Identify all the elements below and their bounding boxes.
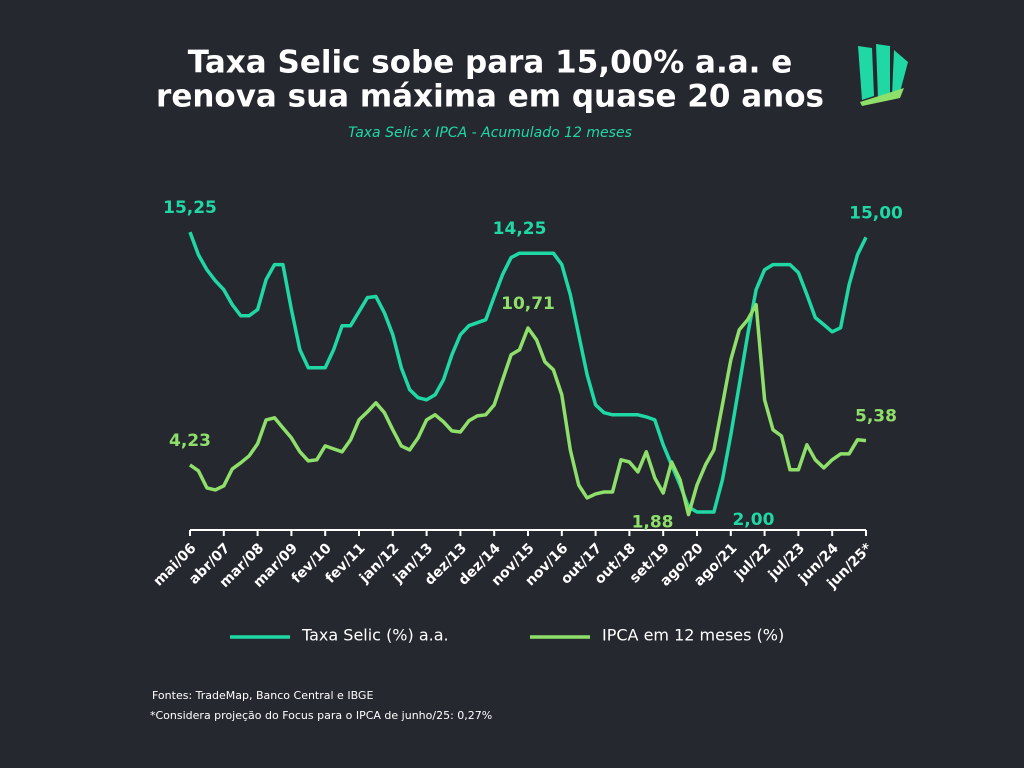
data-label: 4,23 xyxy=(169,431,211,451)
data-label: 2,00 xyxy=(732,510,774,530)
series-line xyxy=(188,302,867,517)
data-label: 14,25 xyxy=(493,219,547,239)
data-label: 15,00 xyxy=(849,203,903,223)
logo xyxy=(858,44,908,106)
legend-label: Taxa Selic (%) a.a. xyxy=(301,626,449,645)
source-note: Fontes: TradeMap, Banco Central e IBGE xyxy=(152,689,373,702)
series-line xyxy=(188,231,868,514)
data-label: 15,25 xyxy=(163,198,217,218)
data-label: 10,71 xyxy=(501,294,555,314)
chart-title: Taxa Selic sobe para 15,00% a.a. e xyxy=(188,45,793,81)
legend-label: IPCA em 12 meses (%) xyxy=(602,626,784,645)
footnote: *Considera projeção do Focus para o IPCA… xyxy=(150,709,492,722)
data-label: 5,38 xyxy=(855,407,897,427)
chart-title: renova sua máxima em quase 20 anos xyxy=(156,79,824,115)
chart-subtitle: Taxa Selic x IPCA - Acumulado 12 meses xyxy=(348,125,632,141)
data-label: 1,88 xyxy=(632,513,674,533)
